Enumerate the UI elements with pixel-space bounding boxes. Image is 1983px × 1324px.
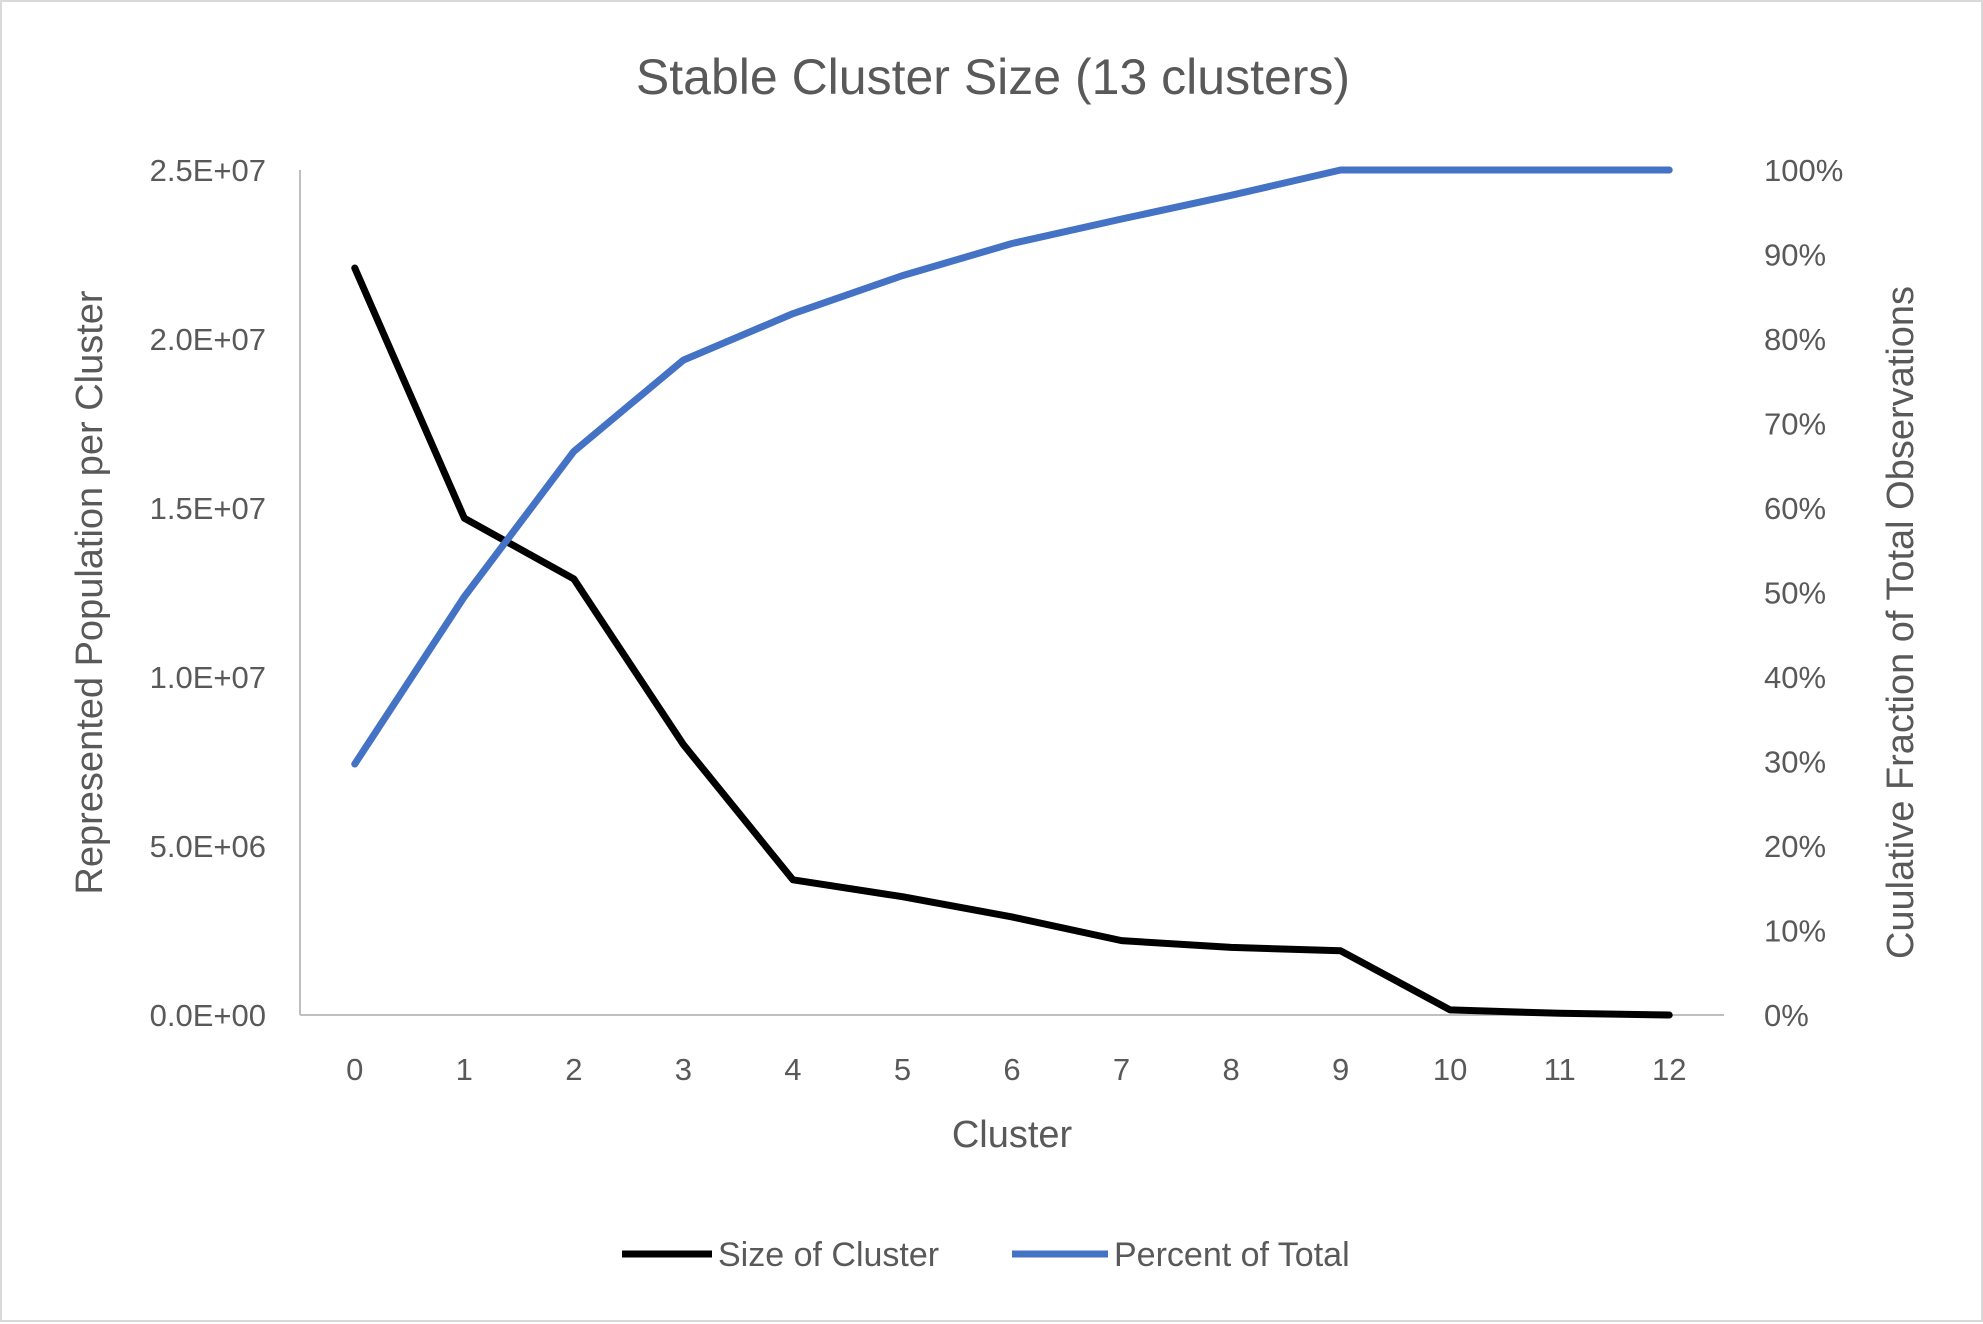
x-tick-label: 2 xyxy=(565,1052,582,1087)
x-tick-label: 6 xyxy=(1003,1052,1020,1087)
left-y-tick-label: 5.0E+06 xyxy=(150,829,266,864)
left-y-tick-label: 1.5E+07 xyxy=(150,491,266,526)
legend-label-size-of-cluster: Size of Cluster xyxy=(718,1236,939,1274)
chart-title: Stable Cluster Size (13 clusters) xyxy=(636,49,1350,105)
x-tick-label: 12 xyxy=(1652,1052,1686,1087)
right-y-tick-label: 50% xyxy=(1764,576,1826,611)
x-tick-label: 11 xyxy=(1544,1052,1576,1087)
left-y-tick-label: 0.0E+00 xyxy=(150,998,266,1033)
right-y-axis-title: Cuulative Fraction of Total Observations xyxy=(1880,286,1922,959)
x-tick-labels: 0 1 2 3 4 5 6 7 8 9 10 11 12 xyxy=(346,1052,1686,1087)
right-y-tick-label: 0% xyxy=(1764,998,1809,1033)
series-line-percent-of-total xyxy=(351,166,1673,768)
right-y-tick-label: 20% xyxy=(1764,829,1826,864)
legend: Size of Cluster Percent of Total xyxy=(622,1236,1350,1274)
x-tick-label: 1 xyxy=(456,1052,473,1087)
left-y-tick-label: 2.5E+07 xyxy=(150,153,266,188)
left-y-axis-title: Represented Population per Cluster xyxy=(69,290,111,894)
left-y-tick-labels: 0.0E+00 5.0E+06 1.0E+07 1.5E+07 2.0E+07 2.5E+… xyxy=(150,153,266,1033)
left-y-tick-label: 1.0E+07 xyxy=(150,660,266,695)
x-tick-label: 8 xyxy=(1222,1052,1239,1087)
x-axis-title: Cluster xyxy=(952,1114,1073,1156)
right-y-tick-label: 60% xyxy=(1764,491,1826,526)
right-y-tick-label: 70% xyxy=(1764,407,1826,442)
x-tick-label: 4 xyxy=(784,1052,801,1087)
series-layer xyxy=(351,166,1673,1019)
x-tick-label: 0 xyxy=(346,1052,363,1087)
right-y-tick-label: 90% xyxy=(1764,238,1826,273)
right-y-tick-label: 100% xyxy=(1764,153,1843,188)
legend-label-percent-of-total: Percent of Total xyxy=(1114,1236,1350,1274)
right-y-tick-label: 10% xyxy=(1764,914,1826,949)
left-y-tick-label: 2.0E+07 xyxy=(150,322,266,357)
x-tick-label: 10 xyxy=(1433,1052,1467,1087)
right-y-tick-label: 80% xyxy=(1764,322,1826,357)
series-line-size-of-cluster xyxy=(351,264,1673,1019)
axes-group xyxy=(299,170,1724,1016)
right-y-tick-labels: 0% 10% 20% 30% 40% 50% 60% 70% 80% 90% 100% xyxy=(1764,153,1843,1033)
x-tick-label: 5 xyxy=(894,1052,911,1087)
x-tick-label: 9 xyxy=(1332,1052,1349,1087)
x-tick-label: 7 xyxy=(1113,1052,1130,1087)
right-y-tick-label: 40% xyxy=(1764,660,1826,695)
right-y-tick-label: 30% xyxy=(1764,745,1826,780)
x-tick-label: 3 xyxy=(675,1052,692,1087)
